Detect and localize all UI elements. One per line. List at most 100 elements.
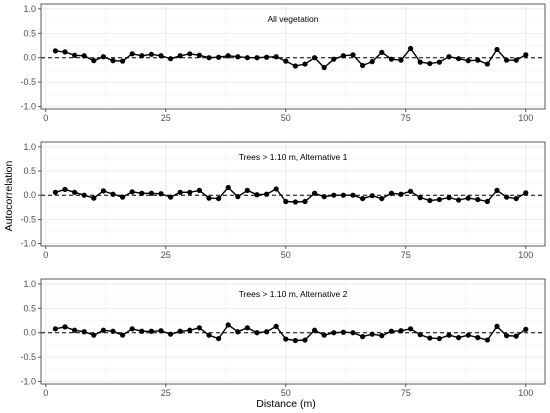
data-point: [283, 198, 289, 205]
data-point: [158, 191, 164, 197]
panel-border: [40, 3, 546, 110]
data-point: [72, 189, 78, 195]
data-point: [129, 189, 135, 195]
x-tick-label: 50: [281, 250, 291, 260]
data-point: [91, 58, 97, 64]
data-point: [340, 329, 346, 335]
data-point: [81, 192, 87, 198]
panel-background: [41, 4, 545, 109]
data-point: [312, 327, 318, 333]
data-point: [206, 332, 212, 338]
data-point: [72, 327, 78, 333]
data-point: [225, 322, 231, 328]
x-tick-label: 100: [518, 250, 533, 260]
data-point: [369, 331, 375, 337]
x-tick-label: 100: [518, 388, 533, 398]
panel-title: All vegetation: [267, 14, 318, 24]
data-point: [388, 56, 394, 62]
data-point: [254, 55, 260, 61]
data-point: [504, 57, 510, 63]
data-point: [436, 196, 442, 203]
data-point: [513, 195, 519, 202]
data-point: [196, 52, 202, 58]
data-point: [446, 54, 452, 60]
y-tick-label: 0.5: [23, 303, 36, 313]
data-point: [187, 189, 193, 195]
data-point: [369, 193, 375, 199]
data-point: [168, 56, 174, 62]
data-point: [427, 335, 433, 341]
data-point: [177, 328, 183, 334]
data-point: [139, 53, 145, 59]
data-point: [273, 186, 279, 192]
data-point: [379, 195, 385, 202]
y-tick-label: -1.0: [20, 239, 36, 249]
data-point: [62, 324, 68, 330]
data-point: [254, 192, 260, 198]
data-point: [264, 54, 270, 60]
x-tick-label: 0: [43, 113, 48, 123]
x-tick-label: 75: [401, 250, 411, 260]
data-point: [475, 335, 481, 341]
data-point: [360, 334, 366, 340]
data-point: [244, 187, 250, 193]
y-tick-label: 0.0: [23, 190, 36, 200]
data-point: [494, 46, 500, 53]
panel-3: -1.0 -0.5 0.0 0.5 1.0 0 25 50 75 100 Trees > 1.10 …: [20, 278, 546, 398]
data-point: [321, 194, 327, 200]
data-point: [484, 198, 490, 205]
data-point: [523, 52, 529, 58]
y-tick-label: -0.5: [20, 214, 36, 224]
panel-background: [41, 279, 545, 384]
data-point: [312, 55, 318, 61]
data-point: [168, 194, 174, 200]
data-point: [52, 48, 59, 54]
data-point: [465, 332, 471, 338]
data-point: [379, 49, 385, 55]
panel-border: [40, 141, 546, 247]
x-tick-label: 50: [281, 113, 291, 123]
data-point: [331, 192, 337, 198]
data-point: [148, 51, 154, 57]
data-point: [484, 61, 490, 67]
data-point: [196, 187, 202, 193]
data-point: [235, 194, 241, 200]
data-point: [369, 59, 375, 65]
data-point: [148, 190, 154, 196]
data-point: [417, 59, 423, 65]
data-point: [62, 186, 68, 193]
data-point: [523, 190, 529, 196]
data-point: [456, 335, 462, 341]
data-point: [408, 326, 414, 332]
data-point: [398, 328, 404, 334]
data-point: [379, 333, 385, 339]
data-point: [177, 189, 183, 195]
data-point: [216, 54, 222, 60]
data-point: [273, 54, 279, 60]
data-point: [206, 55, 212, 61]
data-point: [302, 198, 308, 205]
data-point: [350, 192, 356, 198]
panel-1: -1.0 -0.5 0.0 0.5 1.0 0 25 50 75 100 All vegetatio…: [20, 3, 546, 123]
panel-2: -1.0 -0.5 0.0 0.5 1.0 0 25 50 75 100 Trees > 1.10 …: [20, 141, 546, 260]
data-point: [100, 54, 106, 60]
data-point: [110, 191, 116, 197]
data-point: [350, 330, 356, 336]
data-point: [62, 49, 68, 55]
x-tick-label: 25: [161, 113, 171, 123]
data-point: [196, 325, 202, 331]
data-point: [417, 195, 423, 201]
x-tick-label: 0: [43, 250, 48, 260]
data-point: [283, 58, 289, 64]
data-point: [398, 191, 404, 197]
panel-title: Trees > 1.10 m, Alternative 2: [239, 289, 348, 299]
data-point: [129, 326, 135, 332]
data-point: [52, 326, 59, 332]
data-point: [120, 332, 126, 338]
data-point: [312, 190, 318, 196]
data-point: [110, 328, 116, 334]
y-tick-label: -1.0: [20, 377, 36, 387]
data-point: [292, 337, 298, 344]
x-tick-label: 25: [161, 388, 171, 398]
